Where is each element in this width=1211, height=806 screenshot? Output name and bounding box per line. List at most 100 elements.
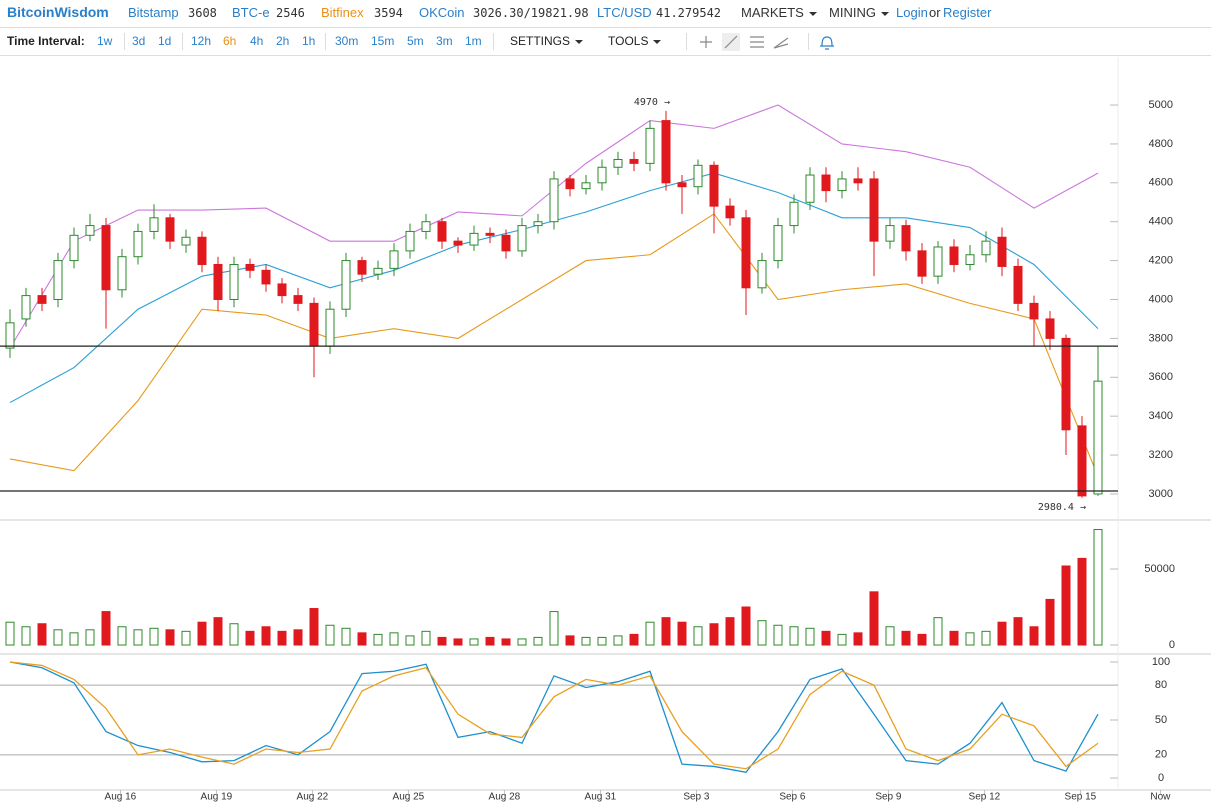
volume-bar [261, 626, 271, 646]
candle-body [757, 260, 767, 289]
y-tick-label: 3600 [1149, 371, 1173, 383]
volume-bar [1077, 557, 1087, 646]
interval-button[interactable]: 15m [371, 34, 395, 48]
interval-button[interactable]: 1h [302, 34, 316, 48]
y-tick-label: 4000 [1149, 293, 1173, 305]
interval-button[interactable]: 30m [335, 34, 359, 48]
candle-body [645, 127, 655, 164]
volume-bar [5, 621, 15, 646]
interval-button[interactable]: 1d [158, 34, 172, 48]
candle-body [229, 263, 239, 300]
candle-body [1045, 318, 1055, 339]
x-tick-label: Sep 3 [683, 792, 710, 803]
volume-bar [661, 617, 671, 646]
market-name[interactable]: OKCoin [419, 5, 465, 20]
candle-body [517, 225, 527, 252]
markets-menu[interactable]: MARKETS [741, 5, 817, 20]
market-name[interactable]: Bitstamp [128, 5, 179, 20]
interval-button[interactable]: 3m [436, 34, 453, 48]
candle-body [885, 225, 895, 242]
y-tick-label: 4200 [1149, 255, 1173, 267]
volume-bar [213, 617, 223, 646]
interval-button[interactable]: 12h [191, 34, 212, 48]
y-tick-label: 3800 [1149, 332, 1173, 344]
crosshair-tool[interactable] [700, 36, 712, 48]
candle-body [181, 236, 191, 246]
candle-body [629, 158, 639, 164]
y-tick-label: 5000 [1149, 99, 1173, 111]
candle-body [1013, 265, 1023, 304]
fan-tool[interactable] [773, 37, 789, 49]
interval-button[interactable]: 5m [407, 34, 424, 48]
line-tool[interactable] [724, 35, 738, 49]
market-name[interactable]: BTC-e [232, 5, 270, 20]
market-price: 2546 [276, 6, 305, 20]
candle-body [853, 178, 863, 184]
volume-bar [773, 624, 783, 646]
volume-bar [1013, 617, 1023, 646]
menu-label[interactable]: SETTINGS [510, 34, 571, 48]
y-tick-label: 4400 [1149, 216, 1173, 228]
interval-button[interactable]: 3d [132, 34, 146, 48]
y-tick-label: 50 [1155, 714, 1167, 726]
x-tick-label: Sep 6 [779, 792, 806, 803]
mining-menu[interactable]: MINING [829, 5, 889, 20]
candle-body [981, 240, 991, 256]
brand[interactable]: BitcoinWisdom [7, 4, 109, 20]
market-name[interactable]: Bitfinex [321, 5, 364, 20]
y-tick-label: 0 [1169, 639, 1175, 651]
volume-bar [693, 626, 703, 646]
interval-button[interactable]: 6h [223, 34, 237, 48]
volume-bar [837, 633, 847, 646]
candle-body [501, 234, 511, 252]
separator [124, 33, 125, 50]
candle-body [469, 232, 479, 246]
market-name[interactable]: LTC/USD [597, 5, 652, 20]
volume-bar [421, 630, 431, 646]
hline-tool[interactable] [750, 36, 764, 48]
market-price: 3608 [188, 6, 217, 20]
volume-bar [117, 626, 127, 646]
candle-body [213, 263, 223, 300]
volume-bar [21, 626, 31, 646]
candle-body [21, 295, 31, 320]
candle-body [741, 217, 751, 289]
volume-bar [101, 611, 111, 646]
candle-body [53, 260, 63, 300]
volume-bar [885, 626, 895, 646]
volume-bar [965, 632, 975, 646]
menu-label[interactable]: MARKETS [741, 5, 804, 20]
interval-button[interactable]: 1m [465, 34, 482, 48]
candle-body [357, 260, 367, 275]
x-tick-label: Aug 31 [585, 792, 617, 803]
tools-menu[interactable]: TOOLS [608, 34, 662, 48]
login-link[interactable]: Login [896, 5, 928, 20]
volume-bar [405, 635, 415, 646]
volume-bar [901, 630, 911, 646]
y-tick-label: 4600 [1149, 177, 1173, 189]
register-link[interactable]: Register [943, 5, 992, 20]
price-annotation: 4970 → [634, 97, 670, 108]
volume-bar [341, 627, 351, 646]
volume-bar [453, 638, 463, 646]
candle-body [901, 225, 911, 252]
menu-label[interactable]: TOOLS [608, 34, 649, 48]
separator [182, 33, 183, 50]
interval-button[interactable]: 2h [276, 34, 290, 48]
interval-button[interactable]: 1w [97, 34, 113, 48]
candle-body [533, 221, 543, 227]
alert-tool[interactable] [820, 36, 834, 50]
volume-bar [149, 627, 159, 646]
y-tick-label: 80 [1155, 679, 1167, 691]
volume-bar [613, 635, 623, 646]
header: BitcoinWisdom Bitstamp 3608 BTC-e 2546 Bitfi… [0, 0, 1211, 28]
settings-menu[interactable]: SETTINGS [510, 34, 584, 48]
menu-label[interactable]: MINING [829, 5, 876, 20]
volume-bar [485, 636, 495, 646]
volume-bar [741, 606, 751, 646]
volume-bar [917, 633, 927, 646]
stoch-line [9, 661, 1099, 773]
volume-bar [789, 626, 799, 646]
interval-button[interactable]: 4h [250, 34, 264, 48]
candle-body [821, 174, 831, 192]
